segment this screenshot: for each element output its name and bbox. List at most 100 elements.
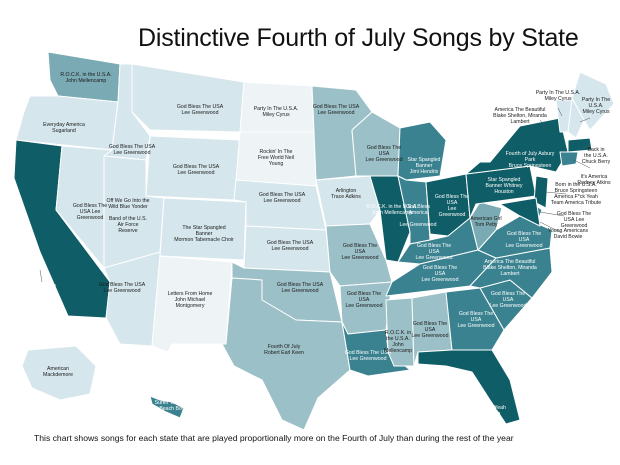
state-label-vt: Party In The U.S.A. Miley Cyrus (536, 90, 581, 102)
state-label-line: Lee Greenwood (181, 110, 219, 116)
state-label-ny: Fourth of July Asbury Park Bruce Springste… (506, 151, 555, 169)
state-label-line: Rodney Atkins (577, 180, 611, 186)
state-label-line: Off We Go Into the (106, 198, 150, 204)
state-label-line: It's America (580, 174, 608, 180)
leader-lines (39, 107, 591, 411)
state-label-line: USA (470, 317, 482, 323)
state-label-line: Letters From Home (167, 291, 213, 297)
state-label-line: Lee Greenwood (415, 255, 453, 261)
state-ga (445, 287, 505, 351)
state-label-line: God Bless The USA (172, 164, 220, 170)
state-me (571, 71, 615, 131)
leader-line-ct (573, 159, 591, 169)
state-label-line: God Bless The (412, 321, 448, 327)
state-label-ca: America F*ck Yeah Team America Tribute (12, 283, 56, 301)
state-label-line: The Star Spangled (182, 225, 226, 231)
state-label-sd: Rockin' In The Free World Neil Young (258, 149, 294, 167)
state-label-line: Lee Greenwood (345, 303, 383, 309)
leader-line-fl (495, 399, 507, 411)
state-label-line: John Mellencamp (371, 210, 413, 216)
state-label-ia: Arlington Trace Adkins (331, 188, 361, 200)
state-label-line: USA (428, 249, 440, 255)
state-label-line: Born in the U.S.A. (555, 182, 597, 188)
state-label-line: R.O.C.K. in the U.S.A. (60, 72, 112, 78)
state-label-mn: God Bless The USA Lee Greenwood (313, 104, 359, 116)
state-label-nh: Party In The U.S.A. Miley Cyrus (582, 97, 610, 115)
state-ct (559, 151, 579, 167)
state-label-line: God Bless The (434, 194, 470, 200)
state-label-wv: American Girl Tom Petty (470, 216, 501, 228)
state-label-line: God Bless The (422, 265, 458, 271)
state-label-wy: God Bless The USA Lee Greenwood (173, 164, 219, 176)
state-label-md: Young Americans David Bowie (548, 228, 588, 240)
leader-line-de (539, 211, 565, 217)
state-label-line: God Bless The (72, 203, 108, 209)
state-label-line: USA (502, 297, 514, 303)
state-label-line: God Bless The USA (176, 104, 224, 110)
state-label-hi: Surfin' USA The Beach Boys (149, 400, 187, 412)
state-label-la: God Bless The USA Lee Greenwood (345, 350, 391, 362)
state-label-line: Greenwood (76, 215, 104, 221)
state-label-line: Park (524, 157, 536, 163)
state-label-ak: American Mackdemore (43, 366, 73, 378)
state-label-in: God Bless America Lee Greenwood (400, 204, 437, 228)
state-label-line: Lee Greenwood (505, 243, 543, 249)
state-label-nc: America The Beautiful Blake Shelton, Mira… (483, 259, 537, 277)
state-label-al: God Bless The USA Lee Greenwood (412, 321, 449, 339)
state-md (499, 197, 541, 227)
state-label-line: Lee Greenwood (457, 323, 495, 329)
state-label-line: the U.S.A. (584, 153, 608, 159)
state-label-line: God Bless The (346, 291, 382, 297)
state-label-line: Banner Whitney (485, 183, 523, 189)
state-label-line: Young Americans (547, 228, 589, 234)
state-label-fl: America F*ck Yeah Team America Tribute (462, 405, 506, 423)
state-label-nv: God Bless The USA Lee Greenwood (73, 203, 107, 221)
map-title: Distinctive Fourth of July Songs by Stat… (138, 24, 579, 52)
state-label-line: David Bowie (553, 234, 583, 240)
state-hi (149, 395, 185, 419)
state-ne (233, 179, 327, 231)
state-label-ma: Back in the U.S.A. Chuck Berry (582, 147, 611, 165)
state-label-line: Bruce Springsteen (508, 163, 552, 169)
state-label-line: God Bless The USA (108, 144, 156, 150)
state-label-nd: Party In The U.S.A. Miley Cyrus (254, 106, 299, 118)
state-label-line: God Bless The USA (312, 104, 360, 110)
state-label-line: Lee Greenwood (489, 303, 527, 309)
state-label-line: God Bless The USA (266, 240, 314, 246)
state-label-line: Party In The U.S.A. (535, 90, 581, 96)
state-label-line: Lee Greenwood (263, 198, 301, 204)
state-label-line: Party In The (581, 97, 611, 103)
state-label-line: John Mellencamp (65, 78, 107, 84)
state-label-line: Lee Greenwood (271, 246, 309, 252)
state-label-tx: Fourth Of July Robert Earl Keen (264, 344, 304, 356)
state-label-ct: It's America Rodney Atkins (577, 174, 610, 186)
state-label-ms: R.O.C.K. in the U.S.A. John Mellencamp (384, 330, 412, 354)
state-label-line: Mormon Tabernacle Choir (174, 237, 234, 243)
state-label-line: Band of the U.S. (108, 216, 148, 222)
state-label-line: Free World Neil (258, 155, 294, 161)
state-label-line: Team America (467, 411, 501, 417)
state-label-ne: God Bless The USA Lee Greenwood (259, 192, 305, 204)
state-label-line: USA (446, 200, 458, 206)
state-label-ok: God Bless The USA Lee Greenwood (277, 282, 323, 294)
state-label-line: America F*ck Yeah (462, 405, 506, 411)
state-label-line: USA (434, 271, 446, 277)
state-label-line: Lee Greenwood (399, 222, 437, 228)
state-label-wi: God Bless The USA Lee Greenwood (366, 145, 403, 163)
state-label-line: Lee Greenwood (421, 277, 459, 283)
map-caption: This chart shows songs for each state th… (34, 433, 514, 443)
state-label-line: America The Beautiful (484, 259, 536, 265)
state-label-line: U.S.A. (588, 103, 604, 109)
state-label-line: America The Beautiful (494, 107, 546, 113)
leader-line-me_ext (539, 119, 549, 131)
state-label-va: God Bless The USA Lee Greenwood (506, 231, 543, 249)
state-label-line: America F*ck Yeah (554, 194, 598, 200)
state-label-line: Fourth Of July (267, 344, 301, 350)
state-label-id: God Bless The USA Lee Greenwood (109, 144, 155, 156)
state-label-line: Lee Greenwood (411, 333, 449, 339)
leader-line-md (539, 221, 561, 233)
state-label-line: God Bless (406, 204, 430, 210)
state-label-me_ext: America The Beautiful Blake Shelton, Mira… (493, 107, 547, 125)
state-label-line: Lambert (510, 119, 530, 125)
